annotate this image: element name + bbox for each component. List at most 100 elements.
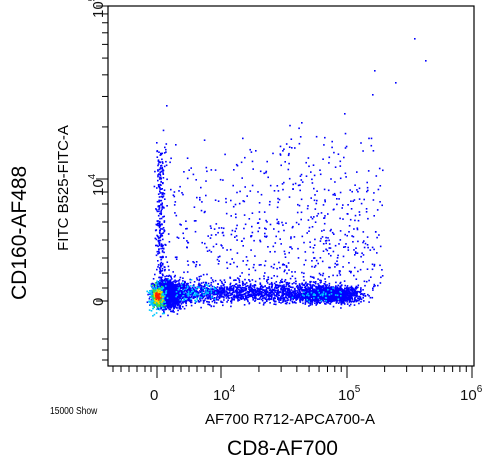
dot-smear-3345 bbox=[177, 292, 179, 295]
dot-smear-3713 bbox=[282, 294, 285, 296]
dot-smear-3355 bbox=[170, 298, 173, 301]
dot-pos-4513 bbox=[319, 299, 322, 302]
dot-smear-2620 bbox=[220, 296, 222, 298]
dot-neg-280 bbox=[174, 281, 177, 283]
dot-smear-3565 bbox=[282, 289, 284, 292]
dot-pos-4511 bbox=[339, 286, 342, 289]
dot-smear-3492 bbox=[196, 295, 199, 297]
dot-smear-3339 bbox=[265, 291, 267, 294]
dot-smear-3663 bbox=[293, 282, 295, 284]
dot-smear-3054 bbox=[263, 289, 265, 291]
dot-smear-3512 bbox=[188, 288, 191, 290]
dot-smear-3329 bbox=[265, 293, 268, 296]
dot-smear-3296 bbox=[200, 291, 202, 294]
dot-neg-442 bbox=[160, 282, 163, 285]
dot-pos-4606 bbox=[304, 289, 307, 291]
dot-smear-3387 bbox=[165, 284, 167, 286]
dot-pos-4737 bbox=[360, 287, 362, 289]
dot-smear-3785 bbox=[300, 288, 303, 290]
dot-smear-3312 bbox=[289, 286, 292, 288]
dot-smear-3021 bbox=[200, 306, 202, 309]
dot-smear-3029 bbox=[176, 304, 179, 307]
dot-smear-3306 bbox=[202, 288, 204, 291]
dot-pos-4479 bbox=[326, 284, 328, 286]
dot-smear-3610 bbox=[240, 287, 242, 290]
dot-smear-2736 bbox=[290, 291, 293, 294]
dot-pos-4866 bbox=[310, 299, 313, 301]
dot-smear-3123 bbox=[217, 299, 220, 301]
dot-neg-2149 bbox=[182, 280, 184, 282]
dot-smear-2682 bbox=[311, 302, 313, 305]
dot-smear-3361 bbox=[269, 295, 271, 297]
dot-pos-4816 bbox=[343, 291, 345, 293]
dot-smear-3510 bbox=[222, 287, 225, 290]
dot-smear-2839 bbox=[203, 300, 205, 303]
dot-smear-3018 bbox=[215, 302, 218, 304]
dot-smear-2746 bbox=[280, 287, 282, 290]
dot-pos-4676 bbox=[340, 303, 342, 305]
dot-neg-168 bbox=[174, 304, 177, 306]
dot-smear-2532 bbox=[292, 298, 294, 301]
dot-smear-3242 bbox=[297, 296, 300, 298]
dot-smear-3147 bbox=[234, 286, 237, 288]
dot-smear-3035 bbox=[251, 285, 254, 287]
dot-smear-2651 bbox=[260, 298, 263, 301]
dot-smear-3013 bbox=[237, 295, 239, 298]
dot-neg-2006 bbox=[165, 304, 167, 307]
dot-smear-2760 bbox=[200, 287, 202, 289]
dot-neg-1993 bbox=[153, 284, 155, 286]
dot-smear-3363 bbox=[297, 295, 299, 297]
dot-neg-2161 bbox=[168, 287, 171, 290]
dot-pos-4763 bbox=[313, 288, 315, 291]
dot-smear-2646 bbox=[287, 299, 290, 301]
dot-smear-3584 bbox=[262, 304, 265, 306]
dot-smear-3506 bbox=[221, 289, 224, 292]
dot-smear-2802 bbox=[223, 294, 225, 296]
dot-smear-3124 bbox=[279, 297, 282, 300]
dot-smear-2459 bbox=[240, 296, 242, 298]
dot-pos-4977 bbox=[338, 289, 340, 292]
dot-smear-3779 bbox=[254, 300, 256, 302]
dot-smear-3453 bbox=[176, 301, 179, 304]
dot-smear-3605 bbox=[230, 294, 232, 297]
dot-pos-4397 bbox=[296, 294, 298, 296]
dot-smear-2329 bbox=[241, 286, 243, 289]
dot-smear-2465 bbox=[204, 285, 206, 288]
dot-smear-3171 bbox=[267, 294, 270, 296]
dot-smear-2807 bbox=[259, 282, 262, 284]
dot-smear-3660 bbox=[284, 288, 287, 290]
dot-neg-2018 bbox=[172, 302, 174, 305]
dot-smear-3645 bbox=[252, 289, 255, 292]
dot-smear-3015 bbox=[215, 289, 217, 292]
dot-pos-4395 bbox=[337, 302, 340, 304]
dot-smear-3183 bbox=[226, 301, 228, 303]
dot-neg-2193 bbox=[163, 290, 166, 293]
dot-pos-4871 bbox=[334, 298, 337, 300]
dot-smear-3423 bbox=[237, 286, 239, 288]
dot-smear-2814 bbox=[203, 295, 206, 297]
dot-smear-3095 bbox=[223, 279, 226, 281]
dot-smear-3613 bbox=[284, 286, 286, 288]
dot-pos-4297 bbox=[336, 286, 339, 288]
dot-pos-4000 bbox=[362, 293, 364, 295]
dot-pos-4266 bbox=[299, 291, 302, 294]
dot-pos-4756 bbox=[352, 294, 355, 296]
dot-neg-2011 bbox=[187, 288, 190, 290]
dot-smear-3072 bbox=[172, 289, 174, 291]
dot-smear-2558 bbox=[258, 298, 260, 300]
dot-smear-3372 bbox=[281, 284, 283, 287]
dot-smear-3120 bbox=[214, 279, 217, 282]
dot-neg-1947 bbox=[178, 303, 180, 306]
dot-smear-3213 bbox=[176, 284, 178, 287]
dot-smear-3189 bbox=[266, 279, 268, 281]
dot-smear-3792 bbox=[225, 290, 228, 292]
dot-smear-3703 bbox=[218, 296, 220, 298]
dot-smear-2997 bbox=[201, 296, 204, 298]
dot-smear-2481 bbox=[233, 285, 235, 287]
dot-neg-1292 bbox=[182, 305, 184, 308]
dot-neg-2125 bbox=[173, 288, 175, 290]
dot-pos-4968 bbox=[317, 294, 320, 296]
dot-smear-3093 bbox=[311, 285, 314, 288]
dot-smear-3758 bbox=[208, 290, 211, 293]
dot-smear-2896 bbox=[234, 279, 236, 281]
